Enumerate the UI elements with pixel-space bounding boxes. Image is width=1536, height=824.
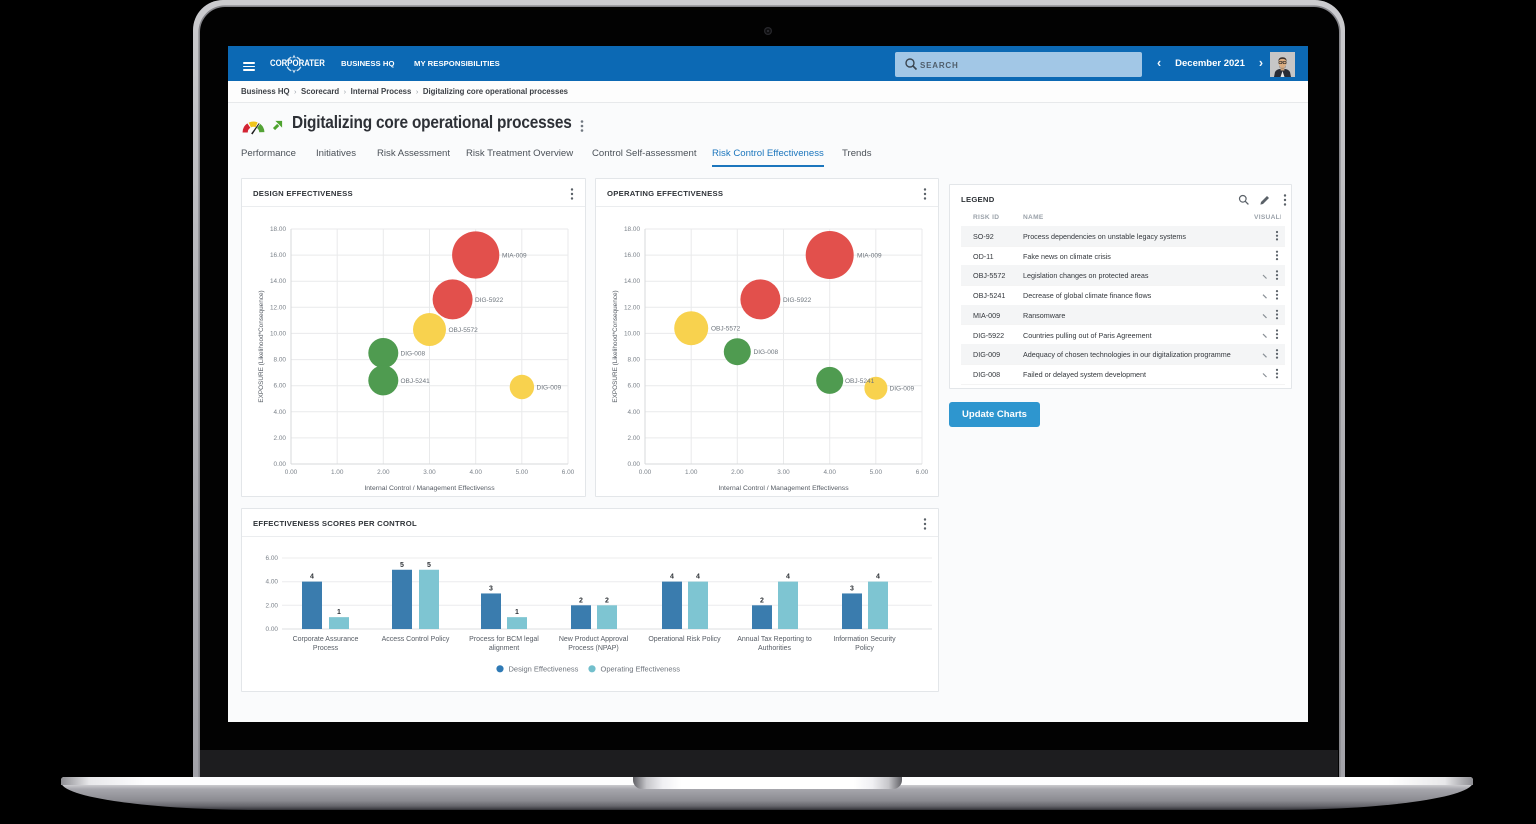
svg-text:0.00: 0.00 [266,626,279,633]
svg-text:DIG-5922: DIG-5922 [783,297,812,304]
svg-text:MIA-009: MIA-009 [502,253,527,260]
svg-text:Corporate Assurance: Corporate Assurance [293,636,359,643]
svg-text:18.00: 18.00 [624,226,640,233]
svg-text:4: 4 [786,574,790,581]
svg-text:Process: Process [313,645,339,652]
svg-text:EXPOSURE (Likelihood*Consequen: EXPOSURE (Likelihood*Consequence) [612,290,619,402]
svg-text:Annual Tax Reporting to: Annual Tax Reporting to [737,636,812,643]
svg-text:5.00: 5.00 [516,469,529,476]
svg-text:Policy: Policy [855,645,874,652]
svg-text:0.00: 0.00 [628,461,641,468]
svg-text:4: 4 [696,574,700,581]
svg-text:Operational Risk Policy: Operational Risk Policy [648,636,721,643]
svg-text:10.00: 10.00 [270,330,286,337]
svg-text:OBJ-5572: OBJ-5572 [711,326,741,333]
svg-text:2: 2 [579,597,583,604]
svg-text:4.00: 4.00 [274,409,287,416]
svg-text:2.00: 2.00 [628,435,641,442]
svg-text:Access Control Policy: Access Control Policy [382,636,450,643]
svg-text:Internal Control / Management: Internal Control / Management Effectiven… [364,485,495,492]
svg-text:OBJ-5241: OBJ-5241 [845,378,875,385]
svg-text:EXPOSURE (Likelihood*Consequen: EXPOSURE (Likelihood*Consequence) [258,290,265,402]
svg-text:10.00: 10.00 [624,330,640,337]
svg-text:0.00: 0.00 [274,461,287,468]
svg-text:Process for BCM legal: Process for BCM legal [469,636,539,643]
svg-text:2.00: 2.00 [274,435,287,442]
svg-text:4.00: 4.00 [823,469,836,476]
svg-text:1.00: 1.00 [685,469,698,476]
svg-text:OBJ-5241: OBJ-5241 [401,378,431,385]
svg-text:8.00: 8.00 [628,357,641,364]
svg-text:2.00: 2.00 [731,469,744,476]
svg-text:Internal Control / Management: Internal Control / Management Effectiven… [718,485,849,492]
svg-text:6.00: 6.00 [562,469,575,476]
svg-text:2.00: 2.00 [266,602,279,609]
svg-text:4.00: 4.00 [266,579,279,586]
svg-text:0.00: 0.00 [639,469,652,476]
svg-text:OBJ-5572: OBJ-5572 [449,327,479,334]
svg-text:alignment: alignment [489,645,519,652]
svg-text:2: 2 [605,597,609,604]
svg-text:14.00: 14.00 [624,278,640,285]
svg-text:MIA-009: MIA-009 [857,253,882,260]
svg-text:12.00: 12.00 [624,304,640,311]
svg-text:DIG-5922: DIG-5922 [475,297,504,304]
svg-text:3: 3 [850,586,854,593]
svg-text:14.00: 14.00 [270,278,286,285]
svg-text:5.00: 5.00 [870,469,883,476]
svg-text:Information Security: Information Security [833,636,896,643]
svg-text:6.00: 6.00 [916,469,929,476]
svg-text:Design Effectiveness: Design Effectiveness [509,664,579,673]
svg-text:1: 1 [515,609,519,616]
svg-text:DIG-008: DIG-008 [401,351,426,358]
svg-text:Process (NPAP): Process (NPAP) [568,645,618,652]
svg-text:5: 5 [400,562,404,569]
svg-text:16.00: 16.00 [270,252,286,259]
svg-text:0.00: 0.00 [285,469,298,476]
svg-text:2: 2 [760,597,764,604]
svg-text:3: 3 [489,586,493,593]
svg-text:4.00: 4.00 [628,409,641,416]
svg-text:1.00: 1.00 [331,469,344,476]
svg-text:3.00: 3.00 [423,469,436,476]
svg-text:DIG-009: DIG-009 [537,385,562,392]
svg-text:1: 1 [337,609,341,616]
svg-text:DIG-008: DIG-008 [754,349,779,356]
svg-text:4: 4 [310,574,314,581]
svg-text:6.00: 6.00 [628,383,641,390]
svg-text:18.00: 18.00 [270,226,286,233]
svg-text:4: 4 [876,574,880,581]
svg-text:Authorities: Authorities [758,645,792,652]
svg-text:16.00: 16.00 [624,252,640,259]
svg-text:6.00: 6.00 [266,555,279,562]
svg-text:New Product Approval: New Product Approval [559,636,629,643]
svg-text:2.00: 2.00 [377,469,390,476]
svg-text:DIG-009: DIG-009 [890,386,915,393]
svg-text:3.00: 3.00 [777,469,790,476]
svg-text:8.00: 8.00 [274,357,287,364]
svg-text:12.00: 12.00 [270,304,286,311]
svg-text:5: 5 [427,562,431,569]
svg-text:6.00: 6.00 [274,383,287,390]
svg-text:4: 4 [670,574,674,581]
svg-text:Operating Effectiveness: Operating Effectiveness [601,664,681,673]
svg-text:4.00: 4.00 [469,469,482,476]
